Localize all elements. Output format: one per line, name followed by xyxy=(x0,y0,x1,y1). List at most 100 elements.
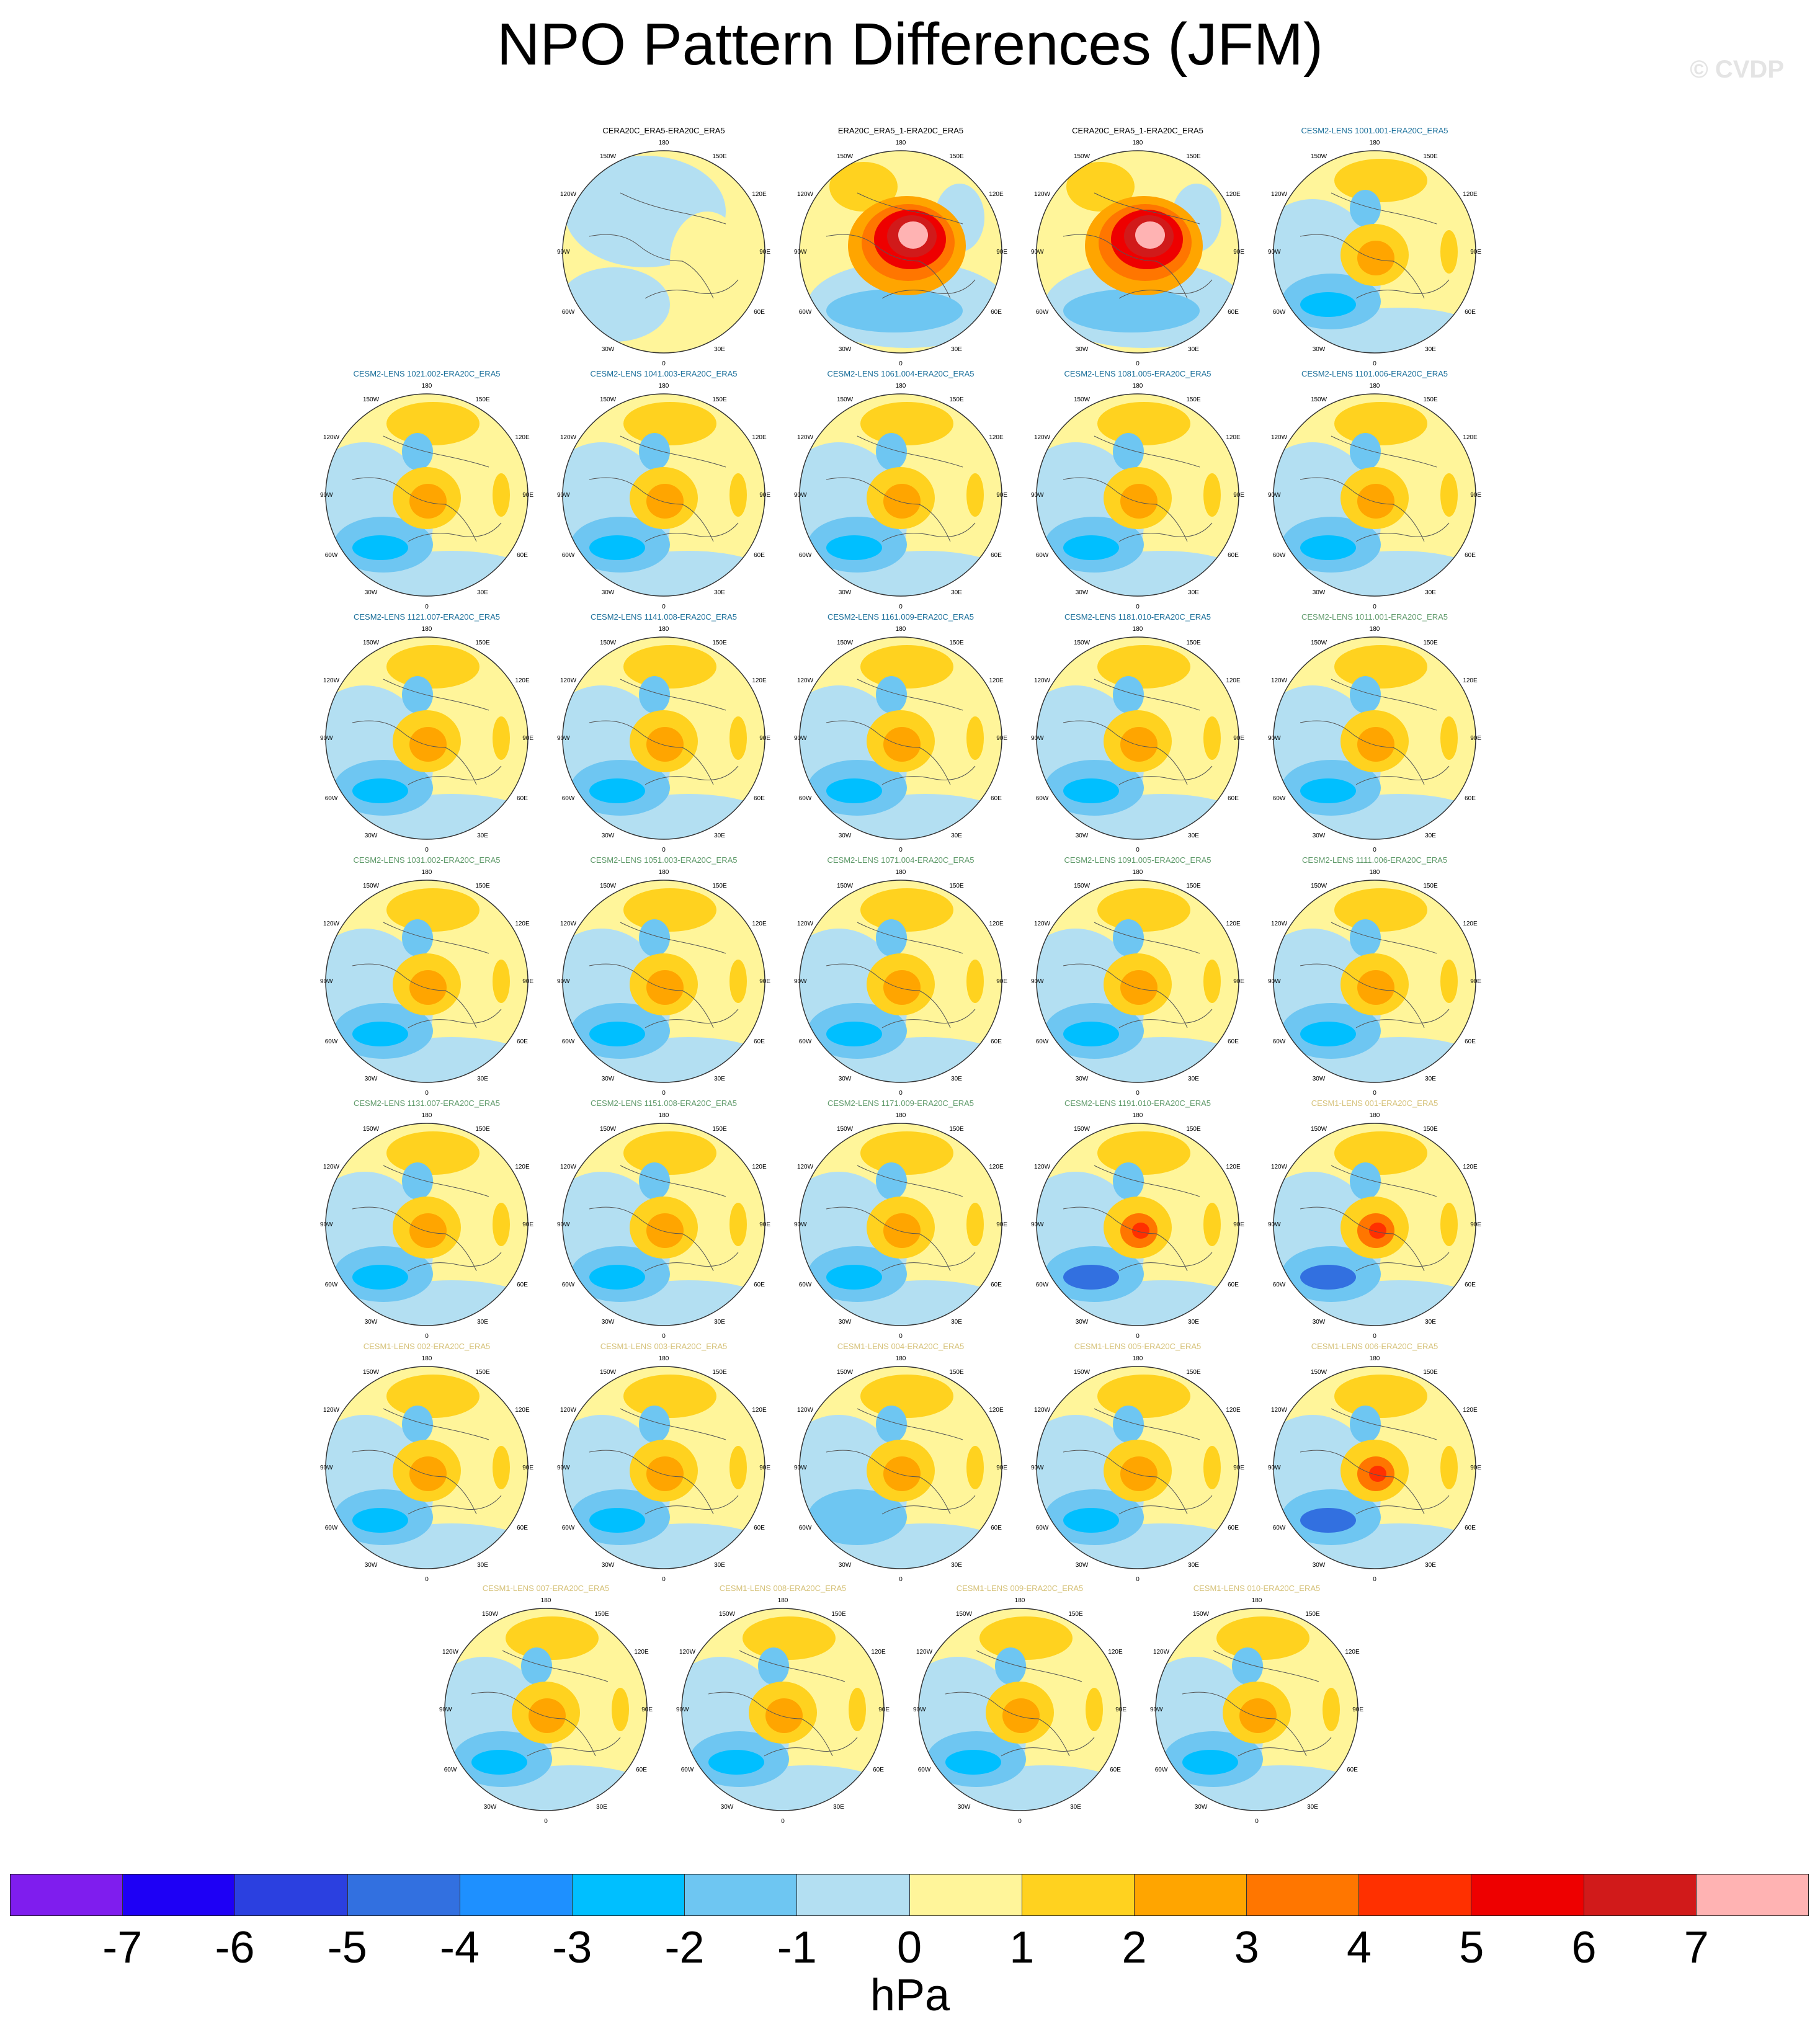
longitude-label-lower-left: 30W xyxy=(1076,1319,1089,1326)
coastline xyxy=(826,922,976,1028)
longitude-label-top: 180 xyxy=(896,869,906,876)
map-boundary xyxy=(1155,1608,1358,1811)
panel-title: CESM1-LENS 009-ERA20C_ERA5 xyxy=(956,1584,1084,1593)
map-boundary xyxy=(1036,150,1239,354)
longitude-label-mid-lower-right: 60E xyxy=(1228,1038,1239,1045)
map-boundary xyxy=(1273,393,1476,597)
longitude-label-left: 90W xyxy=(794,249,807,256)
longitude-label-mid-upper-right: 120E xyxy=(989,920,1004,927)
longitude-label-mid-upper-left: 120W xyxy=(442,1649,459,1656)
longitude-label-mid-lower-right: 60E xyxy=(991,1281,1002,1288)
longitude-label-upper-left: 150W xyxy=(363,883,380,889)
longitude-label-mid-lower-right: 60E xyxy=(1110,1767,1121,1773)
longitude-label-mid-lower-right: 60E xyxy=(754,552,765,559)
map-panel: CESM2-LENS 1041.003-ERA20C_ERA5 180 0 90W 90… xyxy=(552,369,775,611)
longitude-label-left: 90W xyxy=(320,492,333,499)
longitude-label-right: 90E xyxy=(1233,1464,1244,1471)
longitude-label-mid-lower-left: 60W xyxy=(562,552,575,559)
map-panel: CESM2-LENS 1071.004-ERA20C_ERA5 180 0 90W 90… xyxy=(789,855,1012,1097)
longitude-label-bottom: 0 xyxy=(899,847,903,853)
longitude-label-mid-lower-left: 60W xyxy=(799,309,812,316)
coastline xyxy=(1063,435,1213,542)
longitude-label-lower-left: 30W xyxy=(602,832,615,839)
longitude-label-upper-left: 150W xyxy=(600,883,617,889)
longitude-label-mid-upper-right: 120E xyxy=(1463,434,1478,441)
longitude-label-mid-upper-right: 120E xyxy=(989,434,1004,441)
longitude-label-mid-upper-left: 120W xyxy=(1153,1649,1170,1656)
longitude-label-upper-right: 150E xyxy=(1068,1611,1083,1618)
panel-title: CESM1-LENS 006-ERA20C_ERA5 xyxy=(1311,1342,1439,1351)
longitude-label-lower-left: 30W xyxy=(602,1319,615,1326)
coastline xyxy=(708,1650,858,1757)
longitude-label-upper-right: 150E xyxy=(949,396,964,403)
polar-map: 180 0 90W 90E 150W 150E 120W 120E 60W 60E 30W 30E xyxy=(439,1597,653,1824)
longitude-label-mid-upper-left: 120W xyxy=(1271,920,1288,927)
longitude-label-mid-upper-left: 120W xyxy=(560,677,577,684)
longitude-label-bottom: 0 xyxy=(662,604,666,610)
longitude-label-mid-lower-left: 60W xyxy=(562,1525,575,1531)
longitude-label-mid-upper-left: 120W xyxy=(1271,1407,1288,1414)
colorbar-tick-label: -3 xyxy=(552,1923,592,1972)
longitude-label-mid-upper-left: 120W xyxy=(797,920,814,927)
longitude-label-left: 90W xyxy=(794,735,807,742)
longitude-label-upper-left: 150W xyxy=(837,1369,854,1376)
longitude-label-mid-lower-right: 60E xyxy=(991,1525,1002,1531)
longitude-label-bottom: 0 xyxy=(425,1333,429,1339)
colorbar-tick-label: 7 xyxy=(1684,1923,1709,1972)
longitude-label-top: 180 xyxy=(1015,1597,1025,1604)
longitude-label-lower-right: 30E xyxy=(1425,1562,1436,1569)
longitude-label-mid-lower-right: 60E xyxy=(517,1281,528,1288)
coastline xyxy=(1063,192,1213,299)
longitude-label-bottom: 0 xyxy=(544,1818,548,1824)
polar-map: 180 0 90W 90E 150W 150E 120W 120E 60W 60E 30W 30E xyxy=(557,140,770,367)
longitude-label-bottom: 0 xyxy=(1136,1090,1140,1096)
polar-map: 180 0 90W 90E 150W 150E 120W 120E 60W 60E 30W 30E xyxy=(1268,140,1481,367)
longitude-label-lower-left: 30W xyxy=(839,832,852,839)
longitude-label-left: 90W xyxy=(913,1706,926,1713)
map-boundary xyxy=(1036,393,1239,597)
colorbar-swatch xyxy=(1247,1874,1360,1915)
map-panel: CESM1-LENS 007-ERA20C_ERA5 180 0 90W 90E 150W… xyxy=(434,1584,658,1825)
longitude-label-lower-left: 30W xyxy=(958,1804,971,1811)
longitude-label-lower-right: 30E xyxy=(1188,346,1199,353)
longitude-label-mid-upper-right: 120E xyxy=(752,920,767,927)
longitude-label-lower-left: 30W xyxy=(1313,1562,1326,1569)
longitude-label-lower-right: 30E xyxy=(951,832,962,839)
longitude-label-mid-upper-right: 120E xyxy=(1463,920,1478,927)
longitude-label-mid-upper-left: 120W xyxy=(1034,1407,1051,1414)
longitude-label-mid-lower-right: 60E xyxy=(517,1038,528,1045)
longitude-label-right: 90E xyxy=(641,1706,653,1713)
longitude-label-mid-lower-right: 60E xyxy=(1228,1281,1239,1288)
map-panel: CESM1-LENS 004-ERA20C_ERA5 180 0 90W 90E 150W… xyxy=(789,1342,1012,1584)
longitude-label-bottom: 0 xyxy=(899,360,903,367)
coastline xyxy=(1063,679,1213,785)
polar-map: 180 0 90W 90E 150W 150E 120W 120E 60W 60E 30W 30E xyxy=(320,869,533,1096)
longitude-label-upper-right: 150E xyxy=(949,1126,964,1133)
longitude-label-right: 90E xyxy=(1470,249,1481,256)
longitude-label-left: 90W xyxy=(1031,735,1044,742)
longitude-label-bottom: 0 xyxy=(425,1576,429,1582)
longitude-label-mid-lower-right: 60E xyxy=(1228,309,1239,316)
polar-map: 180 0 90W 90E 150W 150E 120W 120E 60W 60E 30W 30E xyxy=(320,1355,533,1582)
longitude-label-lower-left: 30W xyxy=(1313,346,1326,353)
longitude-label-upper-left: 150W xyxy=(1311,1126,1327,1133)
longitude-label-mid-upper-right: 120E xyxy=(515,1164,530,1170)
colorbar-units: hPa xyxy=(870,1971,950,2020)
longitude-label-bottom: 0 xyxy=(899,1576,903,1582)
coastline xyxy=(826,1165,976,1272)
map-panel: CESM2-LENS 1181.010-ERA20C_ERA5 180 0 90W 90… xyxy=(1026,612,1249,854)
colorbar-tick-label: -4 xyxy=(439,1923,480,1972)
longitude-label-mid-lower-left: 60W xyxy=(325,1281,338,1288)
longitude-label-mid-upper-right: 120E xyxy=(515,677,530,684)
longitude-label-top: 180 xyxy=(659,140,669,146)
panel-title: CESM2-LENS 1151.008-ERA20C_ERA5 xyxy=(590,1099,738,1108)
longitude-label-mid-lower-right: 60E xyxy=(517,1525,528,1531)
longitude-label-top: 180 xyxy=(896,1355,906,1362)
longitude-label-right: 90E xyxy=(996,735,1007,742)
longitude-label-lower-right: 30E xyxy=(1188,832,1199,839)
polar-map: 180 0 90W 90E 150W 150E 120W 120E 60W 60E 30W 30E xyxy=(1031,1355,1244,1582)
longitude-label-mid-lower-right: 60E xyxy=(754,309,765,316)
coastline xyxy=(589,1408,739,1515)
map-boundary xyxy=(325,636,529,840)
longitude-label-right: 90E xyxy=(759,1221,770,1228)
